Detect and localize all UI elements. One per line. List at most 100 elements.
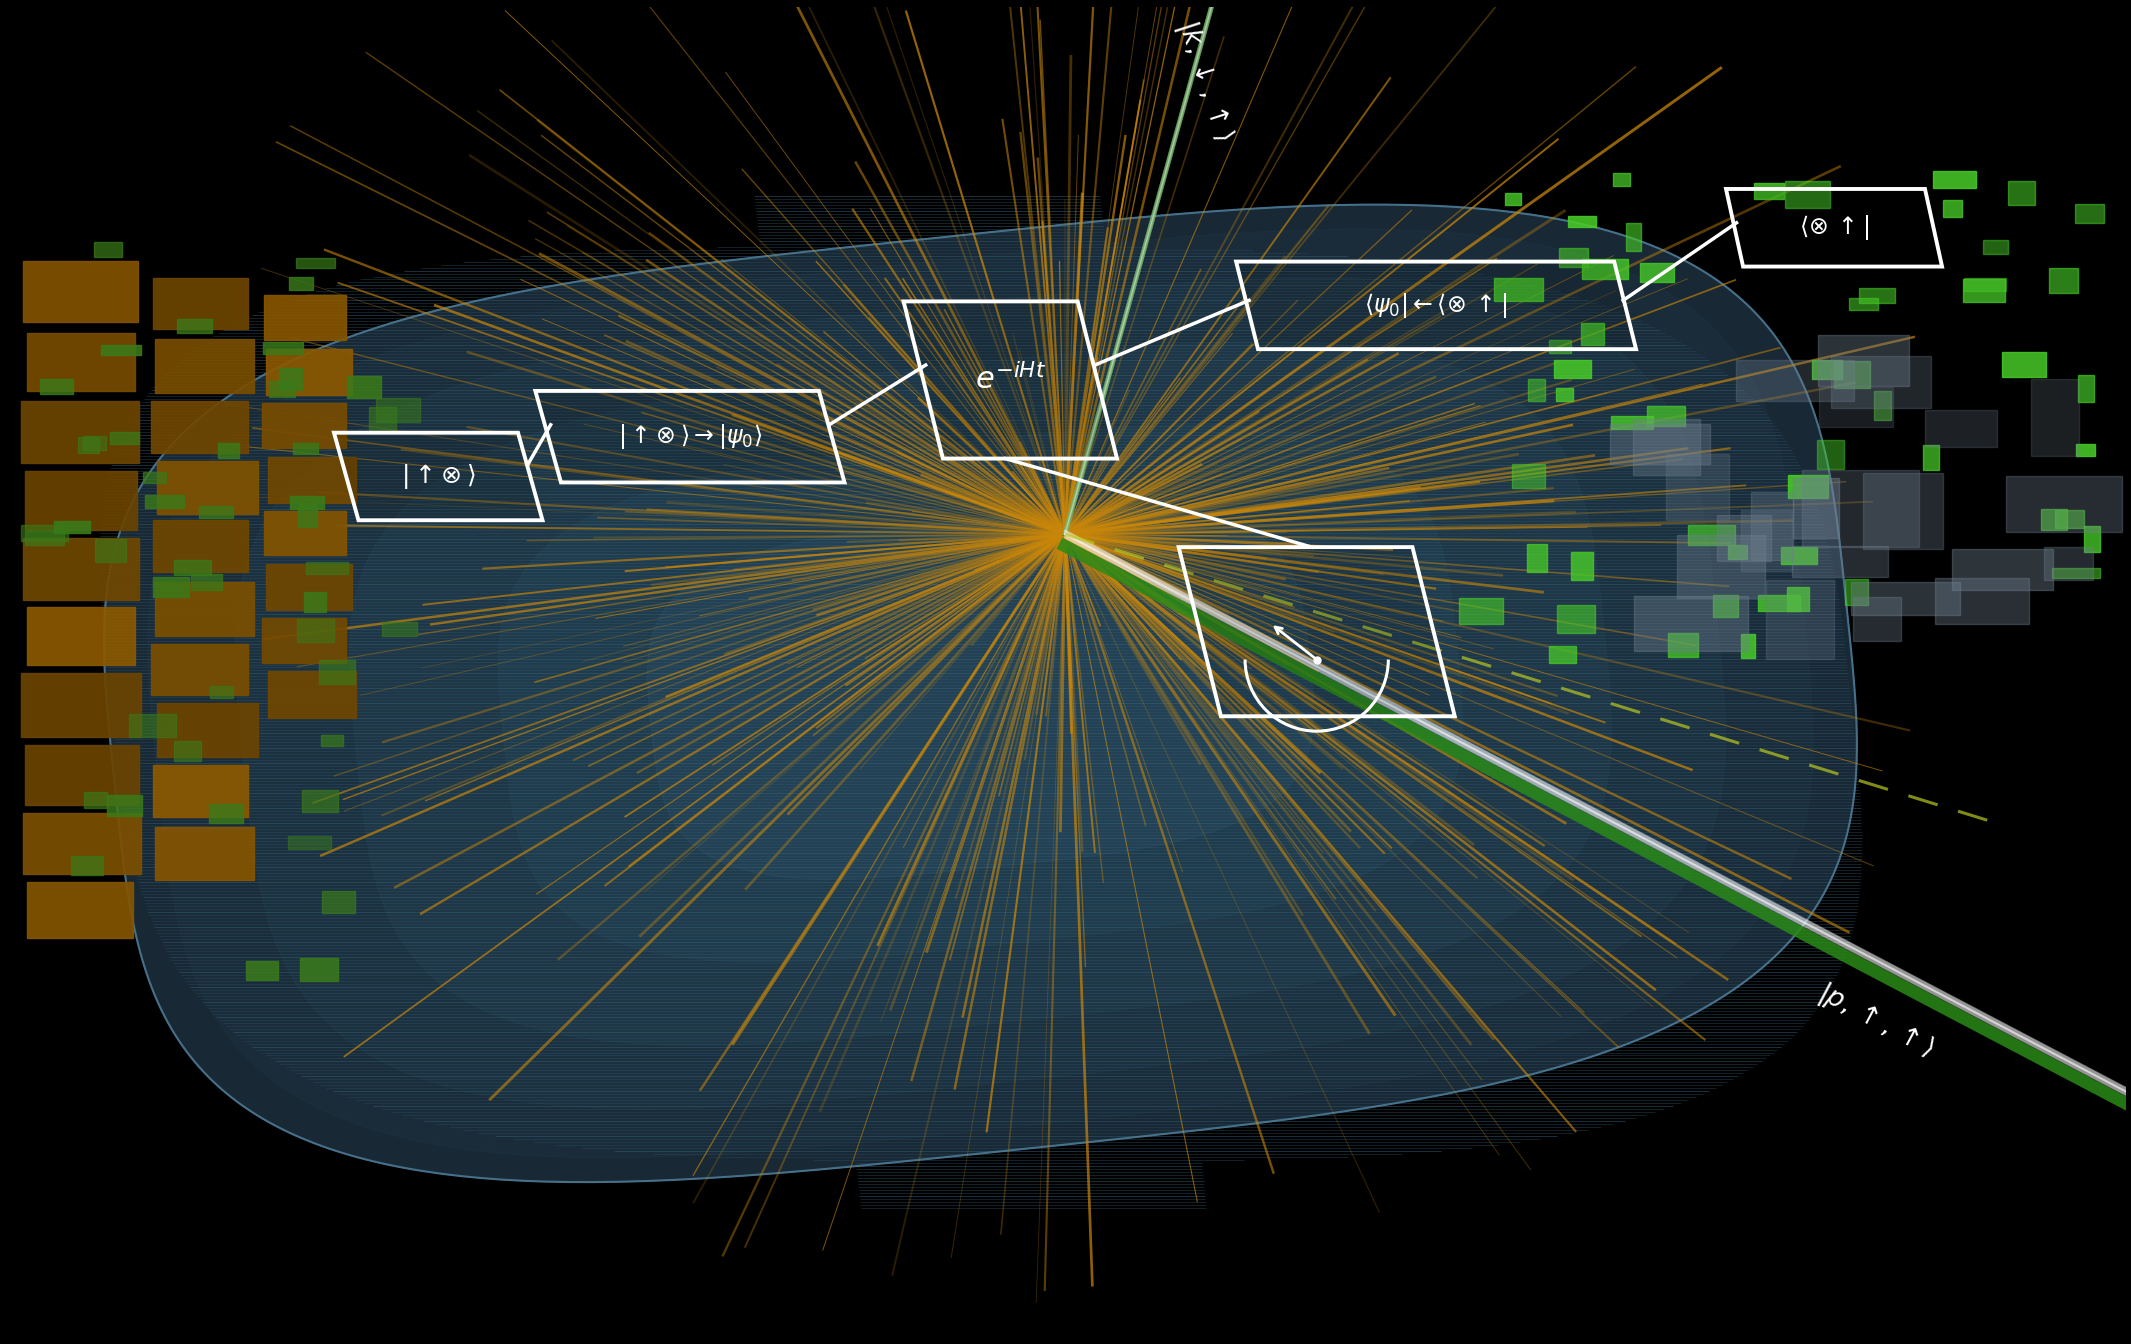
Bar: [40, 379, 72, 394]
Text: $|\uparrow\!\otimes\rangle$: $|\uparrow\!\otimes\rangle$: [401, 462, 475, 491]
Bar: [156, 827, 254, 880]
Polygon shape: [904, 301, 1117, 458]
Polygon shape: [104, 204, 1856, 1183]
Bar: [269, 457, 356, 504]
Bar: [264, 511, 345, 555]
Bar: [1568, 216, 1596, 227]
Bar: [292, 442, 318, 453]
Bar: [1634, 595, 1747, 650]
Text: $\langle\!\otimes\uparrow|$: $\langle\!\otimes\uparrow|$: [1799, 214, 1869, 242]
Bar: [21, 401, 139, 462]
Bar: [1549, 340, 1571, 353]
Bar: [1811, 360, 1841, 379]
Bar: [96, 539, 126, 562]
Bar: [53, 521, 90, 534]
Bar: [28, 333, 134, 391]
Bar: [158, 703, 258, 757]
Bar: [247, 961, 277, 980]
Bar: [1669, 633, 1698, 657]
Bar: [1767, 581, 1835, 659]
Bar: [153, 765, 247, 817]
Bar: [151, 644, 247, 695]
Bar: [2076, 204, 2103, 223]
Bar: [1611, 415, 1654, 429]
Bar: [1924, 410, 1997, 446]
Bar: [1852, 582, 1961, 614]
Polygon shape: [349, 341, 1611, 1046]
Bar: [1688, 526, 1735, 546]
Bar: [23, 538, 139, 599]
Bar: [1677, 535, 1764, 598]
Text: $|p, \uparrow, \uparrow\rangle$: $|p, \uparrow, \uparrow\rangle$: [1811, 978, 1939, 1066]
Bar: [70, 856, 102, 875]
Bar: [209, 804, 243, 823]
Text: $\langle\psi_0| \leftarrow \langle\!\otimes\uparrow|$: $\langle\psi_0| \leftarrow \langle\!\oti…: [1364, 290, 1509, 320]
Bar: [296, 258, 335, 267]
Text: $e^{-iHt}$: $e^{-iHt}$: [974, 364, 1046, 396]
Bar: [1786, 181, 1831, 208]
Bar: [153, 277, 247, 329]
Bar: [2054, 511, 2084, 528]
Polygon shape: [1726, 190, 1941, 266]
Bar: [21, 673, 141, 737]
Bar: [1741, 633, 1756, 657]
Bar: [1558, 605, 1596, 633]
Bar: [1818, 335, 1909, 386]
Polygon shape: [104, 204, 1856, 1183]
Bar: [1818, 439, 1843, 469]
Bar: [21, 526, 68, 542]
Bar: [156, 339, 254, 392]
Bar: [288, 836, 330, 848]
Bar: [1611, 423, 1709, 464]
Bar: [1858, 289, 1894, 304]
Bar: [28, 606, 134, 664]
Bar: [1641, 262, 1673, 282]
Bar: [320, 660, 354, 684]
Bar: [1794, 478, 1839, 538]
Bar: [1943, 200, 1963, 216]
Bar: [156, 582, 254, 636]
Polygon shape: [104, 204, 1856, 1183]
Bar: [173, 560, 211, 575]
Bar: [266, 349, 352, 395]
Bar: [2005, 477, 2122, 532]
Bar: [1666, 453, 1728, 520]
Polygon shape: [104, 204, 1856, 1183]
Bar: [217, 442, 239, 457]
Bar: [1511, 464, 1545, 488]
Bar: [26, 470, 136, 530]
Bar: [2044, 547, 2093, 581]
Bar: [290, 277, 313, 290]
Bar: [1549, 645, 1577, 663]
Bar: [173, 741, 202, 761]
Bar: [23, 813, 141, 875]
Bar: [305, 591, 326, 612]
Polygon shape: [535, 391, 844, 482]
Bar: [211, 687, 232, 699]
Bar: [2003, 352, 2046, 378]
Bar: [1613, 173, 1630, 185]
Bar: [107, 794, 143, 816]
Bar: [26, 531, 64, 546]
Bar: [151, 401, 247, 453]
Bar: [153, 577, 188, 597]
Polygon shape: [1178, 547, 1455, 716]
Bar: [269, 672, 356, 718]
Bar: [190, 574, 222, 590]
Bar: [1553, 360, 1592, 378]
Bar: [296, 618, 335, 641]
Bar: [143, 472, 166, 484]
Bar: [2078, 375, 2093, 402]
Bar: [269, 380, 294, 396]
Bar: [1583, 258, 1628, 278]
Bar: [1528, 379, 1545, 401]
Bar: [1831, 356, 1931, 407]
Bar: [2031, 379, 2078, 456]
Bar: [2084, 527, 2099, 552]
Bar: [1935, 578, 2029, 624]
Bar: [303, 790, 337, 812]
Bar: [1922, 445, 1939, 469]
Bar: [1933, 171, 1975, 188]
Bar: [347, 376, 381, 398]
Bar: [1862, 473, 1943, 550]
